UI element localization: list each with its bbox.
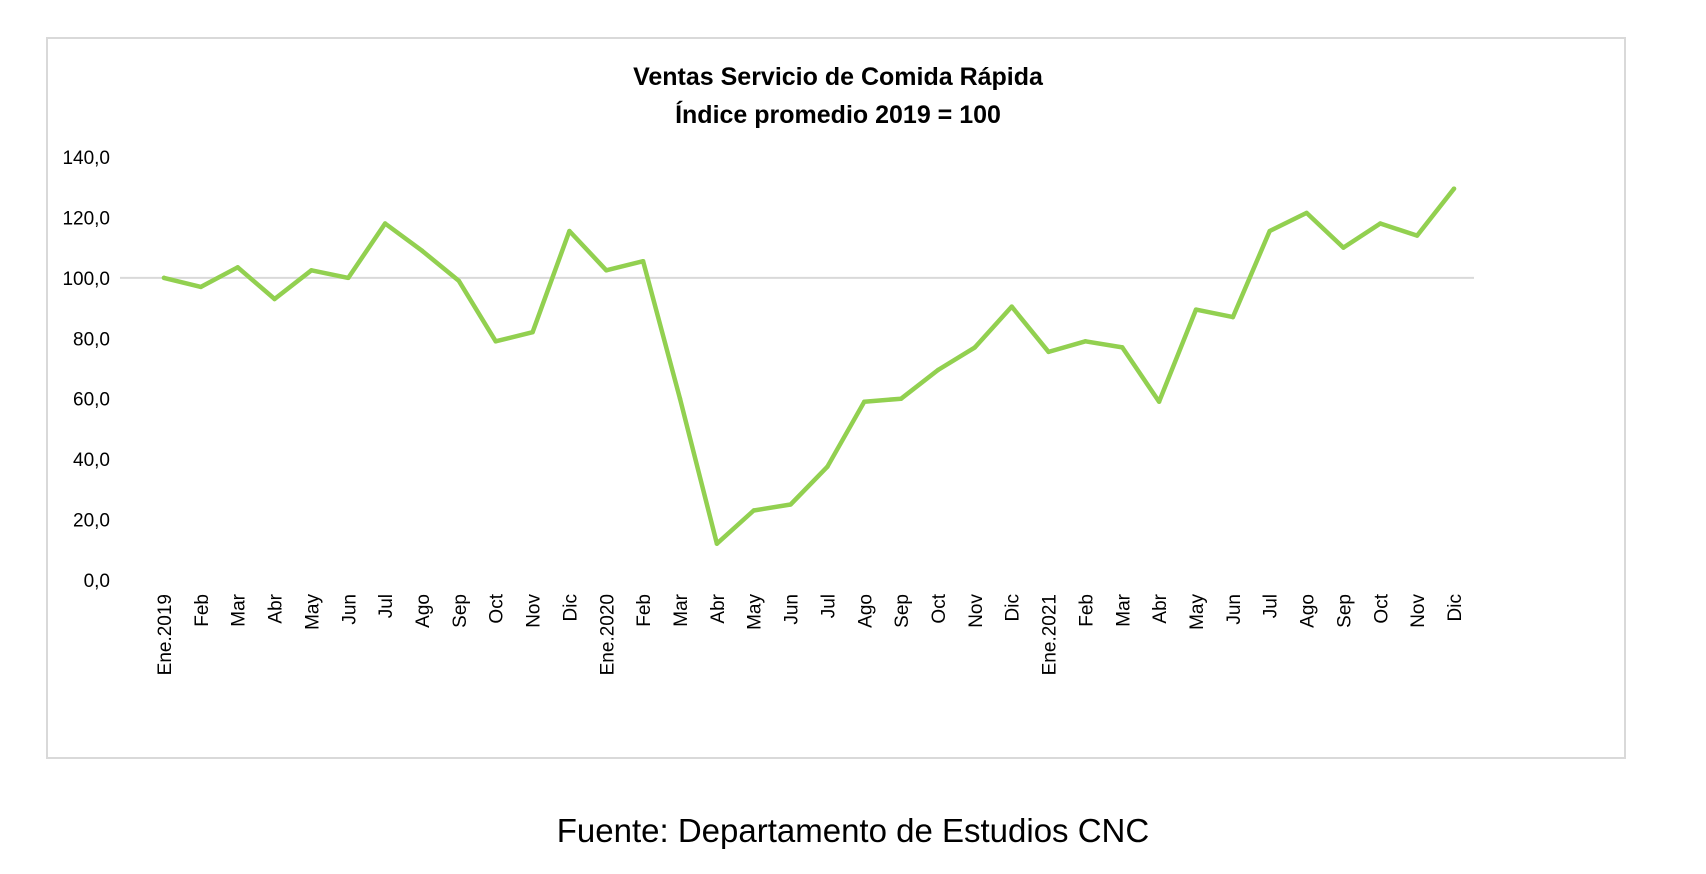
data-point xyxy=(751,508,756,513)
x-tick-label: Feb xyxy=(1076,594,1097,627)
chart-title: Ventas Servicio de Comida Rápida xyxy=(633,63,1043,91)
line-chart: 0,0 20,0 40,0 60,0 80,0 100,0 120,0 140,0 Ene.20… xyxy=(62,148,1474,675)
x-tick-label: May xyxy=(302,594,323,630)
x-tick-label: Mar xyxy=(671,593,692,626)
source-caption: Fuente: Departamento de Estudios CNC xyxy=(556,812,1150,849)
data-point xyxy=(1009,304,1014,309)
x-tick-label: Mar xyxy=(1113,593,1134,626)
x-tick-label: Sep xyxy=(450,594,471,628)
series-line xyxy=(161,186,1457,546)
x-tick-label: Mar xyxy=(229,593,250,626)
data-point xyxy=(1193,307,1199,312)
x-tick-label: May xyxy=(1187,594,1208,630)
y-tick-label: 60,0 xyxy=(73,390,110,411)
data-point xyxy=(1267,228,1272,234)
y-tick-label: 140,0 xyxy=(62,148,110,169)
data-point xyxy=(677,396,683,401)
data-point xyxy=(1120,345,1125,350)
data-point xyxy=(309,268,314,273)
y-tick-label: 100,0 xyxy=(62,269,110,290)
data-point xyxy=(419,248,425,253)
x-tick-label: Dic xyxy=(560,594,581,621)
data-point xyxy=(382,221,388,226)
chart-subtitle: Índice promedio 2019 = 100 xyxy=(675,101,1001,129)
data-point xyxy=(788,502,793,507)
data-point xyxy=(1378,221,1383,226)
x-tick-label: Ago xyxy=(855,594,876,628)
data-point xyxy=(567,228,572,234)
y-tick-label: 0,0 xyxy=(84,571,110,592)
x-tick-label: Abr xyxy=(1150,593,1171,623)
x-tick-label: Feb xyxy=(192,594,213,627)
data-point xyxy=(346,275,351,281)
x-tick-label: Oct xyxy=(1371,593,1392,623)
x-tick-label: Sep xyxy=(1334,594,1355,628)
data-point xyxy=(714,541,720,546)
y-tick-label: 80,0 xyxy=(73,329,110,350)
data-point xyxy=(235,265,240,270)
data-point xyxy=(1156,399,1162,404)
x-tick-label: Ago xyxy=(413,594,434,628)
data-point xyxy=(530,330,535,335)
x-tick-label: Jun xyxy=(1224,594,1245,625)
x-tick-label: Abr xyxy=(266,593,287,623)
x-tick-label: Jun xyxy=(339,594,360,625)
data-point xyxy=(898,396,904,401)
x-tick-label: Feb xyxy=(634,594,655,627)
x-tick-label: Jun xyxy=(782,594,803,625)
data-point xyxy=(1341,245,1346,250)
data-point xyxy=(604,268,609,273)
x-tick-label: Dic xyxy=(1445,594,1466,621)
data-point xyxy=(862,399,867,404)
data-point xyxy=(1451,186,1457,191)
x-tick-label: Jul xyxy=(818,594,839,618)
x-tick-label: Jul xyxy=(376,594,397,618)
x-tick-label: Ene.2019 xyxy=(155,594,176,675)
x-tick-label: Nov xyxy=(524,594,545,628)
data-point xyxy=(272,296,277,302)
y-tick-label: 120,0 xyxy=(62,208,110,229)
x-tick-label: Abr xyxy=(708,593,729,623)
chart-container: Ventas Servicio de Comida Rápida Índice … xyxy=(46,37,1626,759)
data-point xyxy=(198,284,204,290)
data-point xyxy=(972,345,978,350)
x-tick-label: Nov xyxy=(1408,594,1429,628)
x-tick-label: Jul xyxy=(1261,594,1282,618)
y-tick-label: 20,0 xyxy=(73,511,110,532)
x-tick-label: Ene.2021 xyxy=(1040,594,1061,675)
data-point xyxy=(1414,233,1420,238)
x-tick-label: Ene.2020 xyxy=(597,594,618,675)
data-point xyxy=(825,464,830,469)
x-tick-label: Oct xyxy=(929,593,950,623)
x-tick-label: Ago xyxy=(1298,594,1319,628)
x-tick-label: Sep xyxy=(892,594,913,628)
x-tick-label: May xyxy=(745,594,766,630)
x-tick-label: Nov xyxy=(966,594,987,628)
data-point xyxy=(161,275,167,281)
y-tick-label: 40,0 xyxy=(73,450,110,471)
data-point xyxy=(640,259,646,264)
x-tick-label: Dic xyxy=(1003,594,1024,621)
data-point xyxy=(456,278,462,284)
data-point xyxy=(1304,210,1309,216)
data-point xyxy=(493,339,498,344)
data-point xyxy=(1230,314,1236,320)
data-point xyxy=(1083,339,1088,344)
x-tick-label: Oct xyxy=(487,593,508,623)
data-point xyxy=(1046,349,1051,355)
data-point xyxy=(935,367,941,373)
